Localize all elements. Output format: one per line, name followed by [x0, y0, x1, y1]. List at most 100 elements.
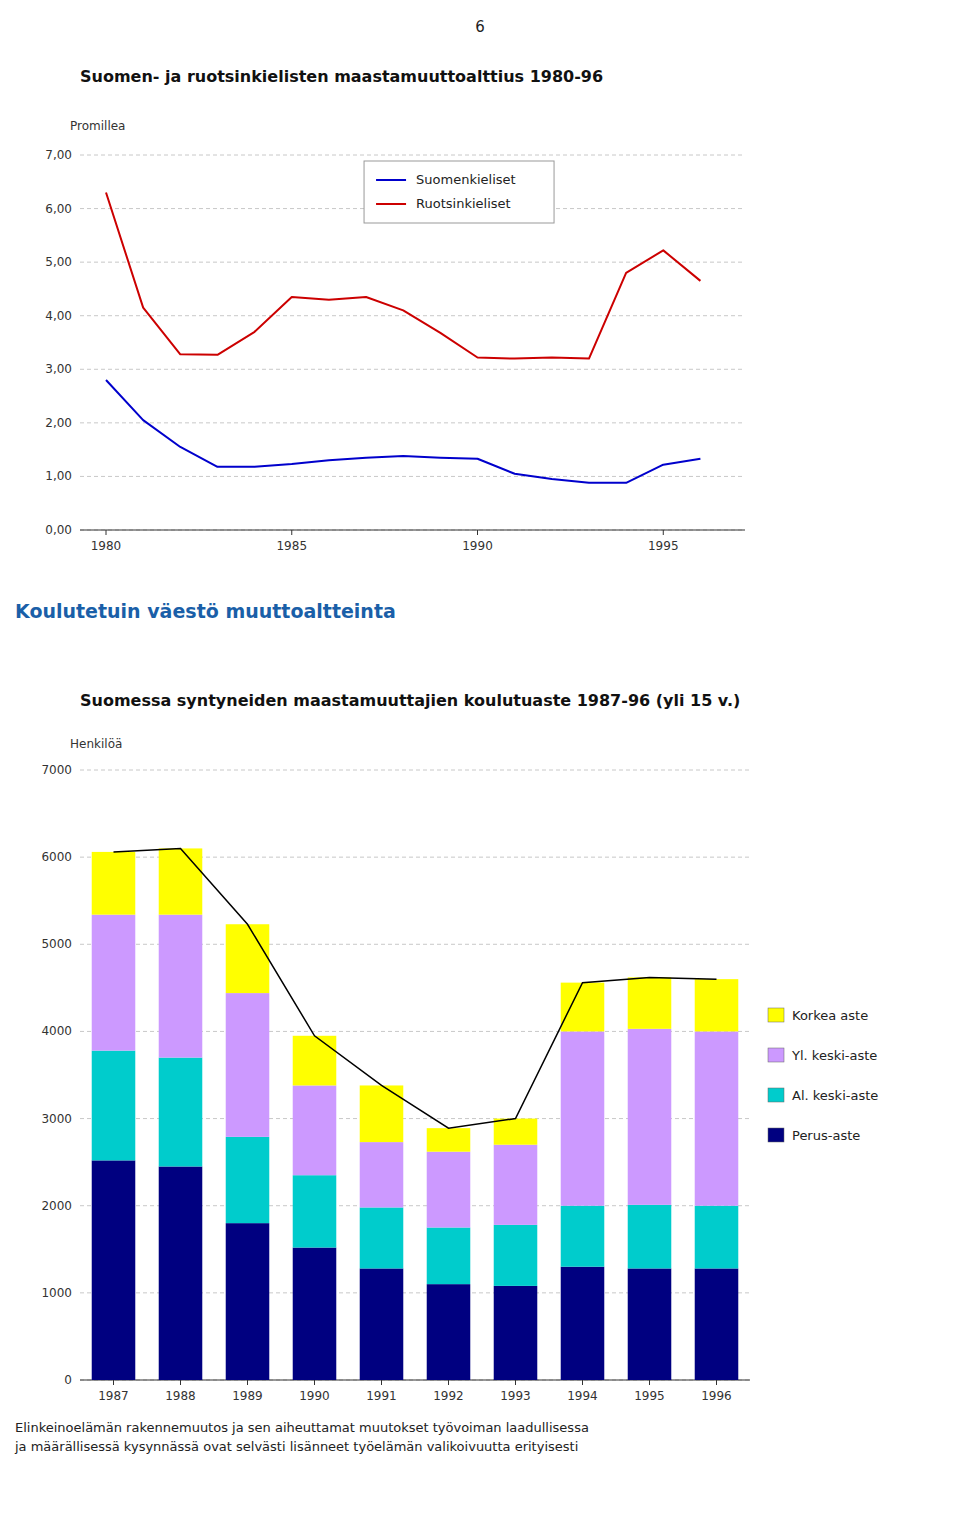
grid-line	[80, 476, 745, 477]
x-tick-label: 1990	[462, 539, 493, 553]
x-tick	[477, 530, 478, 535]
legend-frame	[364, 161, 554, 223]
bar-segment	[695, 1031, 739, 1205]
x-tick-label: 1990	[299, 1389, 330, 1403]
y-tick-label: 3,00	[45, 362, 72, 376]
y-tick-label: 6,00	[45, 202, 72, 216]
bar-segment	[427, 1284, 471, 1380]
y-tick-label: 3000	[41, 1112, 72, 1126]
bar-segment	[494, 1119, 538, 1145]
grid-line	[80, 770, 750, 771]
x-tick	[582, 1380, 583, 1385]
legend-label: Perus-aste	[792, 1128, 860, 1143]
legend-swatch	[768, 1048, 784, 1062]
bar-segment	[427, 1152, 471, 1228]
bar-segment	[92, 915, 136, 1051]
legend-label: Yl. keski-aste	[791, 1048, 877, 1063]
bar-segment	[226, 924, 270, 993]
x-tick-label: 1995	[634, 1389, 665, 1403]
bar-segment	[293, 1175, 337, 1247]
bar-segment	[427, 1228, 471, 1285]
x-tick-label: 1989	[232, 1389, 263, 1403]
page-canvas: 60,001,002,003,004,005,006,007,001980198…	[0, 0, 960, 1538]
series-line	[106, 380, 700, 483]
x-tick-label: 1988	[165, 1389, 196, 1403]
section-title: Koulutetuin väestö muuttoaltteinta	[15, 600, 396, 622]
body-text: Elinkeinoelämän rakennemuutos ja sen aih…	[14, 1420, 589, 1454]
y-tick-label: 4,00	[45, 309, 72, 323]
bar-segment	[561, 983, 605, 1032]
grid-line	[80, 369, 745, 370]
grid-line	[80, 422, 745, 423]
legend-label: Al. keski-aste	[792, 1088, 878, 1103]
bar-segment	[226, 993, 270, 1137]
plot-area	[92, 848, 739, 1380]
x-tick-label: 1980	[91, 539, 122, 553]
legend: Suomenkieliset Ruotsinkieliset	[364, 161, 554, 223]
legend-swatch	[768, 1008, 784, 1022]
chart-title: Suomessa syntyneiden maastamuuttajien ko…	[80, 691, 740, 710]
bar-segment	[159, 1058, 203, 1167]
bar-segment	[159, 848, 203, 914]
bar-segment	[360, 1085, 404, 1142]
bar-segment	[695, 1268, 739, 1380]
bar-segment	[360, 1142, 404, 1207]
legend-label: Suomenkieliset	[416, 172, 516, 187]
bar-segment	[628, 977, 672, 1028]
bar-segment	[628, 1029, 672, 1205]
bar-segment	[360, 1207, 404, 1268]
y-tick-label: 7000	[41, 763, 72, 777]
y-axis-label: Henkilöä	[70, 737, 122, 751]
y-tick-label: 7,00	[45, 148, 72, 162]
x-tick	[314, 1380, 315, 1385]
bar-segment	[293, 1248, 337, 1380]
y-tick-label: 0,00	[45, 523, 72, 537]
line-chart: 0,001,002,003,004,005,006,007,0019801985…	[45, 148, 745, 553]
y-axis-label: Promillea	[70, 119, 125, 133]
legend-label: Ruotsinkieliset	[416, 196, 511, 211]
x-tick-label: 1994	[567, 1389, 598, 1403]
bar-segment	[628, 1268, 672, 1380]
bar-segment	[92, 1160, 136, 1380]
bar-segment	[293, 1085, 337, 1175]
bar-segment	[494, 1145, 538, 1225]
x-tick-label: 1985	[276, 539, 307, 553]
bar-segment	[695, 1206, 739, 1269]
bar-segment	[427, 1128, 471, 1152]
bar-segment	[695, 979, 739, 1031]
legend: Korkea asteYl. keski-asteAl. keski-asteP…	[768, 1008, 878, 1143]
y-tick-label: 5000	[41, 937, 72, 951]
x-tick-label: 1991	[366, 1389, 397, 1403]
y-tick-label: 2,00	[45, 416, 72, 430]
legend-swatch	[768, 1088, 784, 1102]
bar-segment	[561, 1206, 605, 1267]
y-tick-label: 0	[64, 1373, 72, 1387]
bar-segment	[494, 1225, 538, 1286]
total-line	[114, 848, 717, 1128]
page-number: 6	[475, 18, 485, 36]
legend-swatch	[768, 1128, 784, 1142]
x-tick-label: 1995	[648, 539, 679, 553]
x-tick	[113, 1380, 114, 1385]
bar-segment	[628, 1205, 672, 1269]
x-tick	[448, 1380, 449, 1385]
x-tick	[515, 1380, 516, 1385]
bar-segment	[92, 852, 136, 915]
grid-line	[80, 530, 745, 531]
x-tick	[663, 530, 664, 535]
x-tick-label: 1992	[433, 1389, 464, 1403]
plot-area	[106, 193, 700, 483]
bar-segment	[159, 915, 203, 1058]
bar-segment	[226, 1223, 270, 1380]
bar-segment	[494, 1286, 538, 1380]
page: { "page_number": "6", "section_title": "…	[0, 0, 960, 1538]
y-tick-label: 1000	[41, 1286, 72, 1300]
body-text-line: Elinkeinoelämän rakennemuutos ja sen aih…	[15, 1420, 589, 1435]
y-tick-label: 2000	[41, 1199, 72, 1213]
x-axis-line	[80, 530, 745, 531]
x-tick-label: 1993	[500, 1389, 531, 1403]
x-tick-label: 1987	[98, 1389, 129, 1403]
x-tick	[106, 530, 107, 535]
x-tick	[716, 1380, 717, 1385]
x-tick	[180, 1380, 181, 1385]
